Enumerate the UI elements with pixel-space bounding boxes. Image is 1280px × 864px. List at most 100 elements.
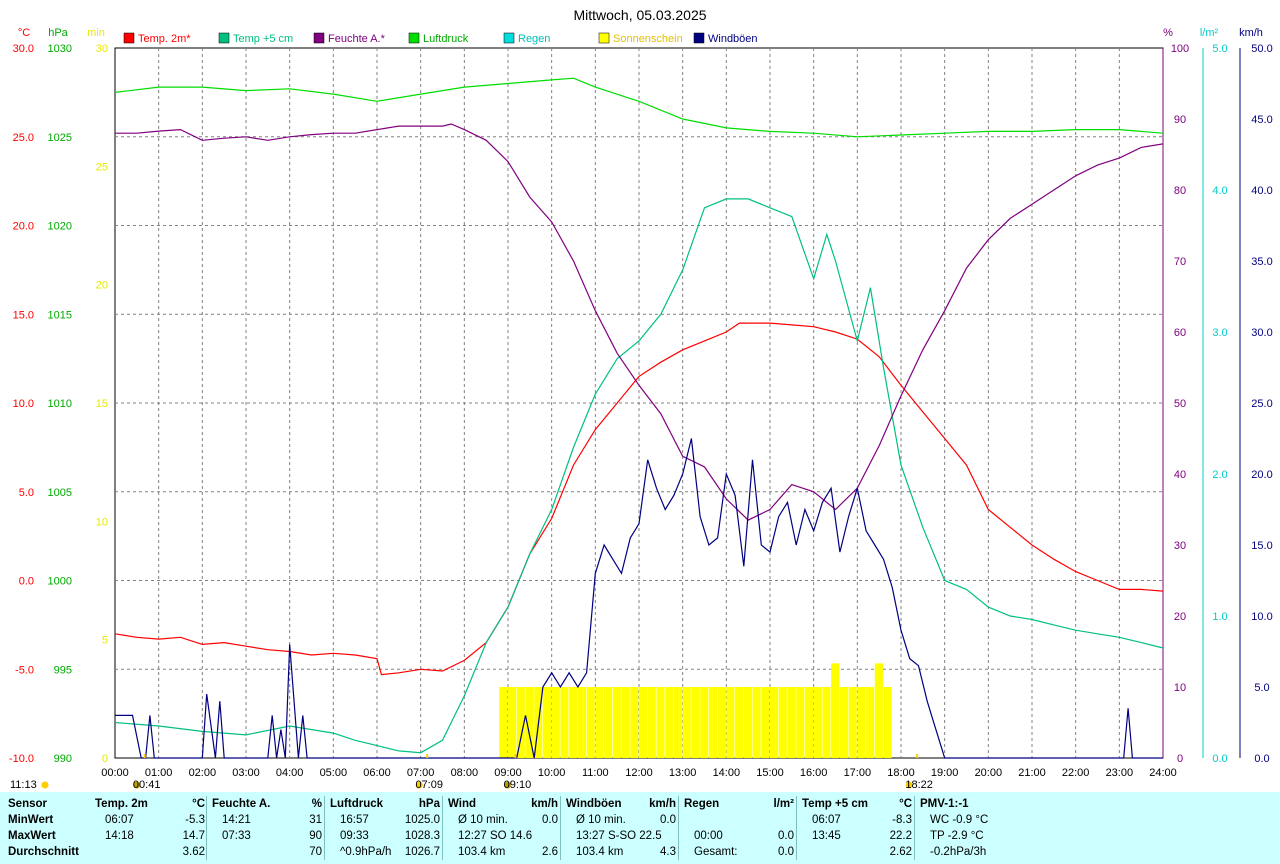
y-tick-label: 25.0 [13, 132, 34, 144]
stat-time: 103.4 km [458, 846, 506, 858]
y-tick-label: 20 [1174, 611, 1186, 623]
y-tick-label: 1015 [48, 309, 72, 321]
stat-title: Wind [448, 798, 476, 810]
sunshine-bar [656, 687, 665, 758]
axis-unit-label: °C [18, 27, 30, 39]
y-tick-label: 90 [1174, 114, 1186, 126]
y-tick-label: 1000 [48, 576, 72, 588]
y-tick-label: 70 [1174, 256, 1186, 268]
x-tick-label: 04:00 [276, 767, 304, 779]
stat-time: 103.4 km [576, 846, 624, 858]
sunshine-bar [822, 687, 831, 758]
x-tick-label: 03:00 [232, 767, 260, 779]
stat-value: 31 [309, 814, 322, 826]
axis-unit-label: min [87, 27, 105, 39]
stat-value: 0.0 [542, 814, 558, 826]
stat-block: Wind km/h Ø 10 min. 0.0 12:27 SO 14.6 103.4 k… [448, 792, 558, 864]
stat-value: 1026.7 [404, 846, 440, 858]
y-tick-label: 30.0 [13, 43, 34, 55]
chart-title: Mittwoch, 05.03.2025 [573, 7, 706, 23]
sunshine-bar [796, 687, 805, 758]
stat-value: 90 [309, 830, 322, 842]
y-tick-label: 10.0 [13, 398, 34, 410]
time-marker-tick [916, 754, 919, 758]
sunshine-bar [621, 687, 630, 758]
stat-value: 0.0 [778, 830, 794, 842]
sunshine-bar [630, 687, 639, 758]
stat-value: 22.2 [889, 830, 912, 842]
x-tick-label: 16:00 [800, 767, 828, 779]
stat-title: PMV-1:-1 [920, 798, 969, 810]
y-tick-label: 5.0 [19, 487, 34, 499]
weather-chart: 00:00 01:00 02:00 03:00 04:00 05:00 06:00 07:00… [9, 7, 1273, 791]
time-marker-label: 00:41 [133, 779, 161, 791]
sunshine-bar [761, 687, 770, 758]
x-tick-label: 05:00 [320, 767, 348, 779]
axis-unit-label: % [1163, 27, 1173, 39]
legend-label: Temp +5 cm [233, 33, 293, 45]
x-tick-label: 12:00 [625, 767, 653, 779]
time-marker-tick [143, 754, 146, 758]
legend-swatch [123, 32, 135, 44]
sunshine-bar [857, 687, 866, 758]
row-label-max: MaxWert [8, 830, 56, 842]
stat-time: ^0.9hPa/h [340, 846, 392, 858]
stat-time: 06:07 [812, 814, 841, 826]
stat-time: 14:21 [222, 814, 251, 826]
x-tick-label: 11:00 [582, 767, 609, 779]
y-tick-label: 60 [1174, 327, 1186, 339]
y-tick-label: 3.0 [1212, 327, 1227, 339]
y-tick-label: 4.0 [1212, 185, 1227, 197]
stat-unit: l/m² [773, 798, 794, 810]
stat-time: Ø 10 min. [576, 814, 626, 826]
sunshine-bar [708, 687, 717, 758]
y-tick-label: 10 [1174, 682, 1186, 694]
x-tick-label: 13:00 [669, 767, 697, 779]
stat-time: 06:07 [105, 814, 134, 826]
stat-value: 4.3 [660, 846, 676, 858]
stat-title: Regen [684, 798, 720, 810]
x-tick-label: 01:00 [145, 767, 173, 779]
axis-unit-label: km/h [1239, 27, 1263, 39]
legend-label: Regen [518, 33, 550, 45]
x-tick-label: 07:00 [407, 767, 435, 779]
sunshine-bar [551, 687, 560, 758]
stat-unit: hPa [418, 798, 440, 810]
stat-unit: % [311, 798, 322, 810]
sunshine-bar [831, 663, 840, 758]
time-marker-tick [426, 754, 429, 758]
stat-time: 14:18 [105, 830, 134, 842]
sunshine-bar [717, 687, 726, 758]
y-tick-label: -5.0 [15, 664, 34, 676]
sunshine-bar [665, 687, 674, 758]
legend-label: Feuchte A.* [328, 33, 386, 45]
time-marker-label: 09:10 [504, 779, 532, 791]
sunshine-bar [735, 687, 744, 758]
stat-title: Luftdruck [330, 798, 384, 810]
stat-block: Windböen km/h Ø 10 min. 0.0 13:27 S-SO 22.5 1… [566, 792, 676, 864]
sunshine-bar [595, 687, 604, 758]
axis-unit-label: l/m² [1200, 27, 1219, 39]
series-line [114, 77, 1164, 138]
stat-time: Ø 10 min. [458, 814, 508, 826]
series-line [115, 123, 1164, 521]
x-tick-label: 10:00 [538, 767, 566, 779]
y-tick-label: 10 [96, 516, 108, 528]
y-tick-label: 50.0 [1251, 43, 1272, 55]
y-tick-label: 100 [1171, 43, 1189, 55]
sunshine-bar [866, 687, 875, 758]
sunshine-bar [770, 687, 779, 758]
moon-icon [503, 781, 511, 789]
legend-swatch [503, 32, 515, 44]
x-tick-label: 21:00 [1018, 767, 1046, 779]
sunshine-bar [700, 687, 709, 758]
legend-swatch [313, 32, 325, 44]
x-tick-label: 08:00 [451, 767, 479, 779]
y-tick-label: 30 [1174, 540, 1186, 552]
x-tick-label: 19:00 [931, 767, 959, 779]
corner-time: 11:13 [10, 779, 37, 791]
stat-block: Regen l/m² 00:00 0.0 Gesamt: 0.0 [684, 792, 794, 864]
y-tick-label: 5.0 [1212, 43, 1227, 55]
stat-title: Temp +5 cm [802, 798, 868, 810]
x-tick-label: 14:00 [713, 767, 741, 779]
